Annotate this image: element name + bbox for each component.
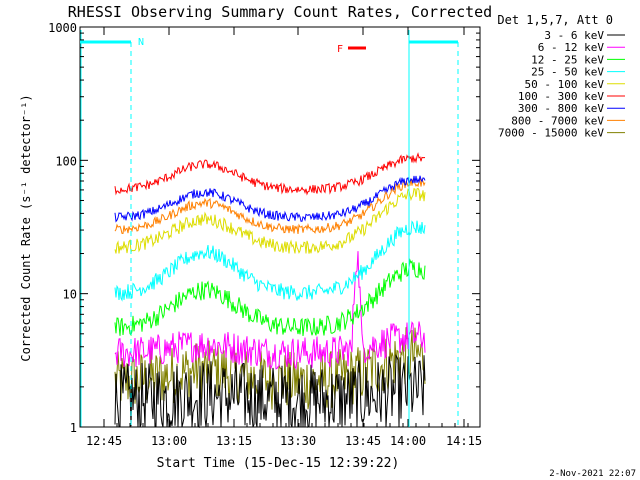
series-line-1 <box>114 251 426 370</box>
footer-date: 2-Nov-2021 22:07 <box>549 469 636 479</box>
x-axis-label: Start Time (15-Dec-15 12:39:22) <box>157 456 400 471</box>
series-line-2 <box>114 258 426 337</box>
plot-frame <box>79 26 481 428</box>
x-tick-label: 14:15 <box>446 434 482 448</box>
series-line-0 <box>114 354 426 429</box>
chart-title: RHESSI Observing Summary Count Rates, Co… <box>68 3 492 21</box>
legend-label: 7000 - 15000 keV <box>498 127 604 140</box>
legend-label: 50 - 100 keV <box>525 78 605 91</box>
saa-label: N <box>138 37 144 48</box>
legend-label: 300 - 800 keV <box>518 102 604 115</box>
series-line-5 <box>114 152 426 196</box>
series-line-7 <box>114 177 426 235</box>
series-group <box>114 152 426 429</box>
legend-label: 100 - 300 keV <box>518 90 604 103</box>
series-line-6 <box>114 175 426 223</box>
legend-label: 3 - 6 keV <box>544 29 604 42</box>
x-tick-label: 12:45 <box>86 434 122 448</box>
axis-group: 1 10 100 1000 12:45 13:00 13:15 13:30 13:45 14:00… <box>48 21 482 448</box>
y-tick-label: 1000 <box>48 21 77 35</box>
x-tick-label: 13:00 <box>151 434 187 448</box>
annotation-group: NF <box>80 30 459 427</box>
x-tick-label: 13:15 <box>216 434 252 448</box>
series-line-3 <box>114 220 426 302</box>
legend-label: 6 - 12 keV <box>538 41 605 54</box>
legend-title: Det 1,5,7, Att 0 <box>497 13 613 27</box>
x-tick-label: 13:30 <box>280 434 316 448</box>
flare-label: F <box>337 44 343 55</box>
y-axis-label: Corrected Count Rate (s⁻¹ detector⁻¹) <box>19 94 33 361</box>
y-tick-label: 100 <box>55 154 77 168</box>
legend-label: 800 - 7000 keV <box>511 114 604 127</box>
x-tick-label: 14:00 <box>390 434 426 448</box>
legend-label: 12 - 25 keV <box>531 53 604 66</box>
y-tick-label: 1 <box>70 421 77 435</box>
y-tick-label: 10 <box>63 288 77 302</box>
x-tick-label: 13:45 <box>345 434 381 448</box>
legend-label: 25 - 50 keV <box>531 66 604 79</box>
series-line-4 <box>114 187 426 254</box>
